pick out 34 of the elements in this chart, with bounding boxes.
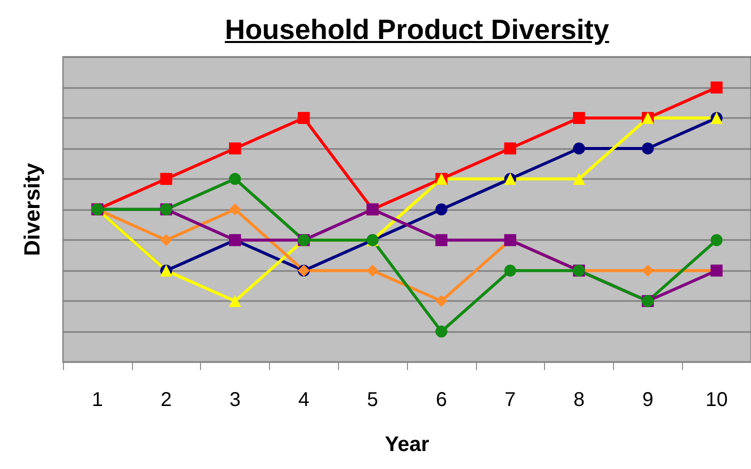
x-tick-label: 10 (705, 389, 728, 411)
point (160, 172, 172, 185)
point (642, 142, 654, 154)
point (229, 142, 241, 154)
x-axis-title: Year (384, 433, 430, 456)
point (229, 203, 241, 216)
x-tick-label: 4 (298, 389, 310, 411)
x-tick-label: 1 (92, 389, 103, 411)
y-axis-title: Diversity (20, 162, 44, 256)
chart-title: Household Product Diversity (224, 14, 610, 46)
point (642, 264, 654, 277)
point (229, 295, 241, 308)
x-tick-label: 5 (367, 389, 378, 411)
x-tick-label: 7 (504, 389, 516, 411)
x-tick-label: 8 (573, 389, 585, 411)
point (229, 172, 241, 185)
point (504, 142, 516, 154)
point (573, 142, 585, 154)
point (710, 82, 723, 94)
x-tick-label: 6 (436, 389, 447, 411)
point (435, 234, 448, 246)
x-tick-label: 3 (229, 389, 241, 411)
x-tick-label: 9 (642, 389, 654, 411)
point (504, 264, 516, 277)
point (435, 326, 448, 338)
point (435, 203, 448, 216)
point (160, 234, 172, 246)
x-tick-label: 2 (160, 389, 172, 411)
point (435, 295, 448, 308)
point (573, 112, 585, 124)
point (366, 264, 379, 277)
point (710, 234, 723, 246)
point (298, 112, 310, 124)
point (573, 172, 585, 185)
